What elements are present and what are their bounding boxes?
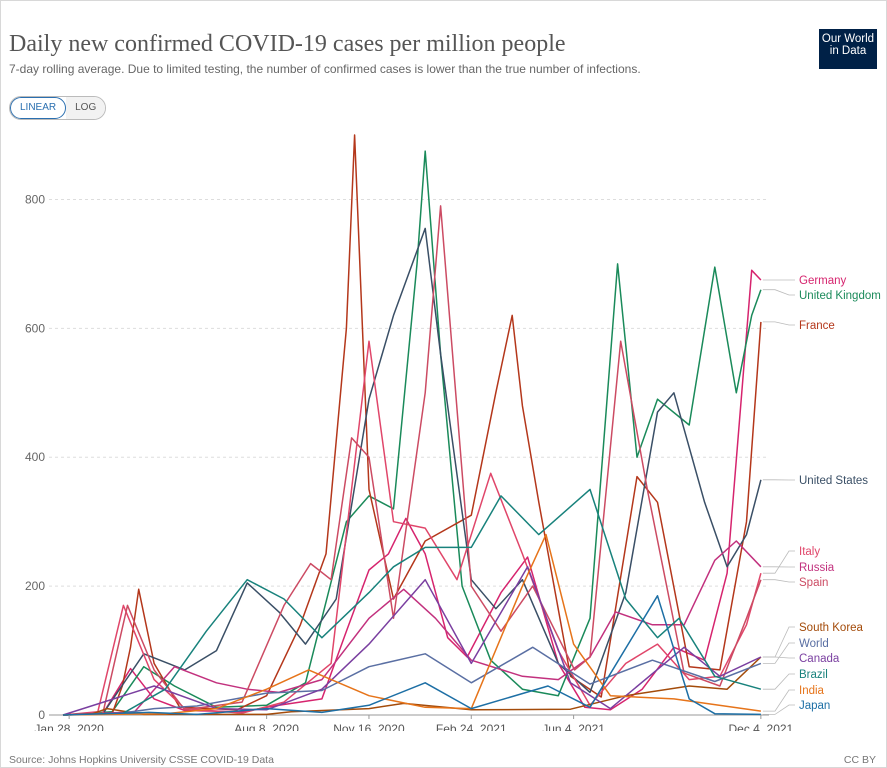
log-scale-button[interactable]: LOG — [66, 97, 106, 119]
legend-connector — [762, 673, 795, 690]
chart-subtitle: 7-day rolling average. Due to limited te… — [9, 62, 641, 76]
owid-logo[interactable]: Our World in Data — [819, 29, 877, 69]
legend-label-japan[interactable]: Japan — [799, 700, 830, 712]
legend-label-germany[interactable]: Germany — [799, 275, 847, 287]
x-tick-label: Dec 4, 2021 — [729, 722, 794, 731]
legend-connector — [762, 626, 795, 658]
series-line-france[interactable] — [62, 134, 762, 716]
legend-connector — [762, 689, 795, 712]
legend-label-italy[interactable]: Italy — [799, 546, 820, 558]
legend-connector — [762, 321, 795, 326]
legend-label-spain[interactable]: Spain — [799, 577, 828, 589]
legend-label-canada[interactable]: Canada — [799, 653, 840, 665]
series-line-world[interactable] — [62, 646, 762, 716]
legend-label-india[interactable]: India — [799, 685, 825, 697]
legend-label-world[interactable]: World — [799, 638, 829, 650]
legend-connector — [762, 656, 795, 659]
y-tick-label: 0 — [38, 708, 45, 722]
chart-title: Daily new confirmed COVID-19 cases per m… — [9, 31, 566, 57]
series-line-united-kingdom[interactable] — [62, 150, 762, 716]
linear-scale-button[interactable]: LINEAR — [10, 97, 67, 119]
line-chart: Germany United Kingdom France United States… — [25, 134, 881, 731]
x-tick-label: Aug 8, 2020 — [234, 722, 299, 731]
x-tick-label: Nov 16, 2020 — [333, 722, 405, 731]
legend-connector — [762, 579, 795, 583]
y-tick-label: 800 — [25, 192, 45, 206]
series-line-germany[interactable] — [62, 269, 762, 716]
legend-label-russia[interactable]: Russia — [799, 562, 835, 574]
license-link[interactable]: CC BY — [843, 754, 876, 766]
x-tick-label: Jan 28, 2020 — [34, 722, 104, 731]
series-line-united-states[interactable] — [62, 227, 762, 716]
y-tick-label: 600 — [25, 321, 45, 335]
series-line-italy[interactable] — [62, 340, 762, 716]
x-tick-label: Feb 24, 2021 — [436, 722, 507, 731]
series-line-russia[interactable] — [62, 540, 762, 716]
y-tick-label: 400 — [25, 450, 45, 464]
legend-connector — [762, 550, 795, 574]
logo-line-1: Our World — [821, 33, 875, 45]
y-tick-label: 200 — [25, 579, 45, 593]
series-line-spain[interactable] — [62, 205, 762, 716]
scale-toggle: LINEAR LOG — [9, 96, 107, 120]
legend-connector — [762, 289, 795, 296]
legend-label-united-states[interactable]: United States — [799, 475, 868, 487]
series-line-canada[interactable] — [62, 566, 762, 716]
logo-line-2: in Data — [829, 45, 867, 57]
series-line-brazil[interactable] — [62, 488, 762, 716]
legend-label-brazil[interactable]: Brazil — [799, 669, 828, 681]
x-tick-label: Jun 4, 2021 — [542, 722, 605, 731]
legend-connector — [762, 642, 795, 664]
series-line-south-korea[interactable] — [62, 656, 762, 716]
legend-label-france[interactable]: France — [799, 320, 835, 332]
legend-label-south-korea[interactable]: South Korea — [799, 622, 864, 634]
series-line-japan[interactable] — [62, 595, 761, 716]
legend-label-united-kingdom[interactable]: United Kingdom — [799, 290, 881, 302]
series-line-india[interactable] — [62, 533, 762, 716]
legend-connector — [762, 704, 795, 715]
source-note: Source: Johns Hopkins University CSSE CO… — [9, 754, 274, 766]
